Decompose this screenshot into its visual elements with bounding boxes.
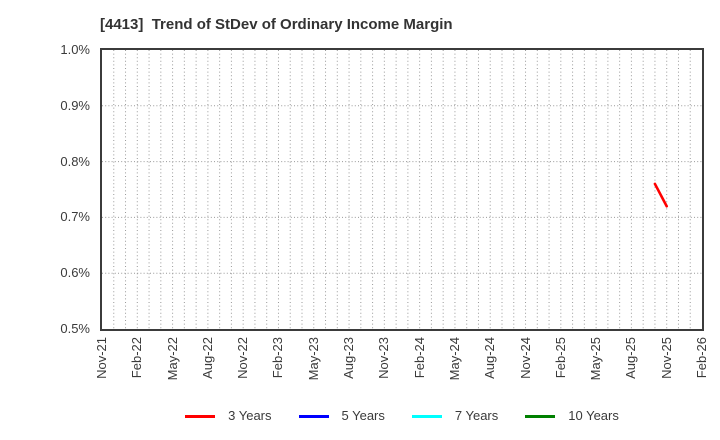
series-line-3-years	[653, 182, 669, 208]
plot-area	[100, 48, 704, 331]
x-tick-label: Feb-23	[270, 337, 286, 379]
x-tick-label: May-23	[305, 337, 321, 381]
plot-canvas	[102, 50, 702, 329]
y-tick-label: 0.6%	[60, 265, 90, 281]
x-tick-label: May-25	[588, 337, 604, 381]
y-tick-label: 1.0%	[60, 42, 90, 57]
legend-line-swatch	[185, 414, 216, 418]
x-tick-label: Nov-23	[376, 337, 392, 379]
x-tick-label: Aug-25	[623, 337, 639, 379]
legend-item-label: 3 Years	[228, 408, 272, 423]
x-tick-label: Aug-24	[482, 337, 498, 379]
legend-item-10-years: 10 Years	[525, 408, 619, 424]
chart-title: [4413] Trend of StDev of Ordinary Income…	[100, 16, 453, 33]
y-tick-label: 0.8%	[60, 153, 90, 169]
x-tick-label: May-24	[446, 337, 462, 381]
x-tick-label: Aug-23	[341, 337, 357, 379]
x-tick-label: Aug-22	[199, 337, 215, 379]
x-tick-label: Nov-21	[94, 337, 109, 379]
legend-item-5-years: 5 Years	[298, 408, 385, 424]
y-tick-label: 0.9%	[60, 97, 90, 113]
legend-item-label: 10 Years	[568, 408, 619, 423]
x-tick-label: Feb-24	[411, 337, 427, 379]
legend-line-swatch	[298, 414, 329, 418]
x-tick-label: Nov-25	[658, 337, 674, 379]
x-tick-label: Feb-26	[694, 337, 709, 379]
legend-item-7-years: 7 Years	[411, 408, 499, 424]
legend-item-label: 7 Years	[454, 408, 499, 423]
legend-line-swatch	[525, 414, 556, 418]
x-tick-label: Feb-22	[129, 337, 145, 379]
x-tick-label: Feb-25	[552, 337, 568, 379]
legend-line-swatch	[411, 414, 442, 418]
legend-item-label: 5 Years	[341, 408, 385, 423]
x-tick-label: Nov-22	[235, 337, 251, 379]
y-tick-label: 0.7%	[60, 209, 90, 225]
x-tick-label: May-22	[164, 337, 180, 381]
x-tick-label: Nov-24	[517, 337, 533, 379]
legend: 3 Years 5 Years 7 Years 10 Years	[102, 406, 702, 426]
legend-item-3-years: 3 Years	[185, 408, 272, 424]
y-tick-label: 0.5%	[60, 321, 90, 336]
